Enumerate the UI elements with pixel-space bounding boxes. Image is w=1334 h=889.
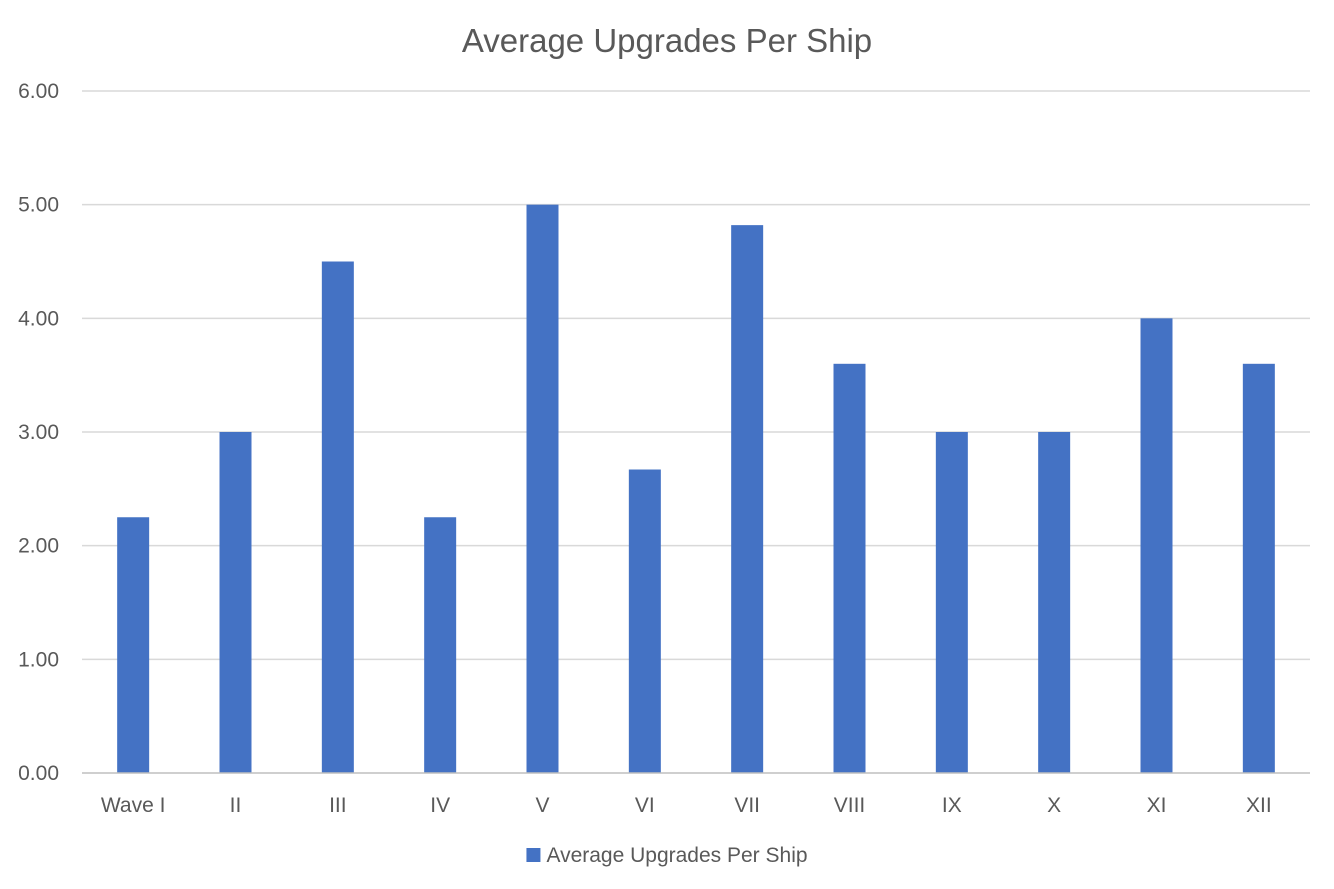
x-tick-label: VIII xyxy=(834,794,866,817)
bar xyxy=(731,225,764,774)
x-tick-label: XI xyxy=(1147,794,1167,817)
y-tick-label: 3.00 xyxy=(18,421,59,444)
gridlines xyxy=(82,90,1310,661)
bar xyxy=(117,517,150,773)
bar xyxy=(526,204,559,773)
x-tick-label: II xyxy=(230,794,242,817)
x-tick-label: III xyxy=(329,794,347,817)
legend-swatch xyxy=(526,848,541,862)
bar xyxy=(1242,363,1275,773)
y-axis-tick-labels: 0.00 1.00 2.00 3.00 4.00 5.00 6.00 xyxy=(18,80,59,785)
x-tick-label: VII xyxy=(734,794,760,817)
bar xyxy=(321,261,354,773)
chart-title: Average Upgrades Per Ship xyxy=(462,22,872,59)
y-tick-label: 0.00 xyxy=(18,762,59,785)
bar xyxy=(833,363,866,773)
legend-label: Average Upgrades Per Ship xyxy=(546,844,807,867)
x-tick-label: IX xyxy=(942,794,962,817)
y-tick-label: 4.00 xyxy=(18,307,59,330)
bar xyxy=(1038,432,1071,773)
x-axis-tick-labels: Wave I II III IV V VI VII VIII IX X XI XII xyxy=(101,794,1272,817)
bar xyxy=(628,469,661,773)
x-tick-label: V xyxy=(535,794,549,817)
bar xyxy=(424,517,457,773)
bar xyxy=(1140,318,1173,773)
y-tick-label: 6.00 xyxy=(18,80,59,103)
y-tick-label: 2.00 xyxy=(18,535,59,558)
y-tick-label: 5.00 xyxy=(18,194,59,217)
bars xyxy=(117,204,1275,774)
x-tick-label: IV xyxy=(430,794,450,817)
y-tick-label: 1.00 xyxy=(18,648,59,671)
bar xyxy=(219,432,252,773)
x-tick-label: Wave I xyxy=(101,794,166,817)
x-tick-label: XII xyxy=(1246,794,1272,817)
legend: Average Upgrades Per Ship xyxy=(526,844,808,867)
x-tick-label: VI xyxy=(635,794,655,817)
bar xyxy=(935,432,968,773)
x-tick-label: X xyxy=(1047,794,1061,817)
